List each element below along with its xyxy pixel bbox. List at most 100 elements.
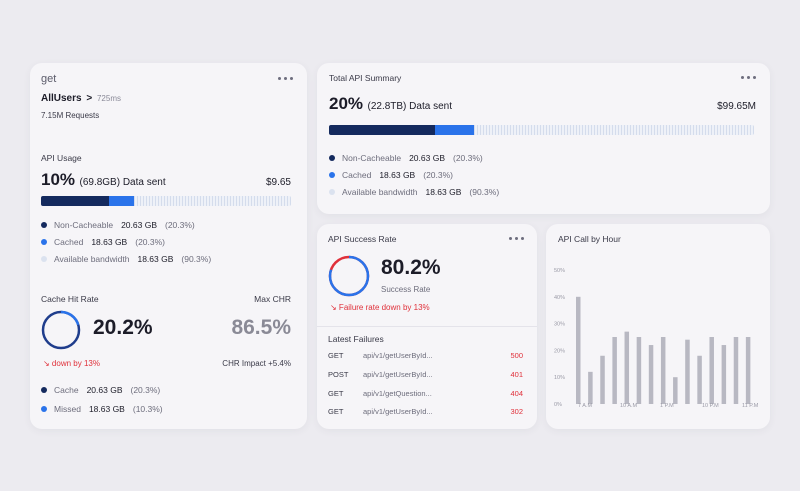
- legend-label: Cached: [342, 170, 372, 180]
- x-tick-label: 10 P.M: [702, 403, 719, 409]
- summary-card: Total API Summary 20% (22.8TB) Data sent…: [317, 63, 770, 214]
- hour-bar[interactable]: [648, 345, 654, 404]
- endpoint-menu-button[interactable]: [278, 77, 293, 80]
- legend-dot: [329, 189, 335, 195]
- chart-title: API Call by Hour: [558, 234, 621, 244]
- success-value: 80.2%: [381, 256, 441, 279]
- failure-code: 302: [510, 407, 523, 416]
- legend-label: Cache: [54, 385, 79, 395]
- hour-bar[interactable]: [733, 337, 739, 404]
- summary-percent: 20%: [329, 94, 364, 113]
- cache-hit-title: Cache Hit Rate: [41, 294, 99, 304]
- legend-percent: (90.3%): [469, 187, 500, 197]
- bar-cached: [108, 196, 134, 206]
- hour-bar[interactable]: [721, 345, 727, 404]
- legend-percent: (20.3%): [130, 385, 161, 395]
- route-link[interactable]: AllUsers > 725ms: [41, 93, 121, 104]
- legend-dot: [41, 387, 47, 393]
- summary-detail: (22.8TB) Data sent: [367, 101, 452, 112]
- failure-method: GET: [328, 407, 344, 416]
- legend-percent: (90.3%): [181, 254, 212, 264]
- bar-cached: [435, 125, 474, 135]
- more-dot-icon: [741, 76, 744, 79]
- y-tick-label: 10%: [554, 375, 565, 381]
- failure-method: GET: [328, 351, 344, 360]
- summary-title: Total API Summary: [329, 73, 402, 83]
- legend-cached: Cached 18.63 GB (20.3%): [41, 237, 165, 247]
- cache-trend: ↘ down by 13%: [43, 359, 100, 368]
- hour-bar[interactable]: [697, 355, 702, 404]
- hour-bar[interactable]: [709, 337, 714, 404]
- route-name: AllUsers: [41, 93, 82, 104]
- usage-bar: [41, 196, 291, 206]
- legend-value: 20.63 GB: [121, 220, 157, 230]
- legend-non-cacheable: Non-Cacheable 20.63 GB (20.3%): [41, 220, 195, 230]
- legend-dot: [329, 155, 335, 161]
- latency: 725ms: [96, 94, 121, 103]
- hourly-chart-card: API Call by Hour 50% 40% 30% 20% 10% 0% 7 A.M 1…: [546, 224, 770, 429]
- hourly-bar-chart: 50% 40% 30% 20% 10% 0% 7 A.M 10 A.M 1 P.M 10 P.M 1…: [554, 268, 759, 409]
- y-tick-label: 20%: [554, 348, 565, 354]
- failure-row[interactable]: GET api/v1/getQuestion... 404: [328, 389, 523, 398]
- more-dot-icon: [509, 237, 512, 240]
- latest-failures-title: Latest Failures: [328, 334, 384, 344]
- failure-code: 404: [510, 389, 523, 398]
- more-dot-icon: [753, 76, 756, 79]
- legend-label: Cached: [54, 237, 84, 247]
- hour-bar[interactable]: [673, 377, 678, 404]
- failure-method: POST: [328, 370, 349, 379]
- cache-hit-value: 20.2%: [93, 316, 153, 339]
- api-usage-title: API Usage: [41, 153, 82, 163]
- legend-value: 18.63 GB: [137, 254, 174, 264]
- legend-dot: [41, 239, 47, 245]
- success-menu-button[interactable]: [509, 237, 524, 240]
- legend-percent: (20.3%): [423, 170, 453, 180]
- hour-bar[interactable]: [576, 296, 581, 404]
- summary-headline: 20% (22.8TB) Data sent: [329, 94, 452, 114]
- failure-path: api/v1/getUserById...: [363, 351, 433, 360]
- method-label: get: [41, 73, 57, 85]
- legend-available: Available bandwidth 18.63 GB (90.3%): [329, 187, 499, 197]
- legend-non-cacheable: Non-Cacheable 20.63 GB (20.3%): [329, 153, 483, 163]
- success-ring: [328, 255, 370, 297]
- summary-menu-button[interactable]: [741, 76, 756, 79]
- y-tick-label: 40%: [554, 295, 565, 301]
- chevron-right-icon: >: [86, 93, 93, 104]
- bar-available: [473, 125, 754, 135]
- legend-value: 18.63 GB: [91, 237, 128, 247]
- x-tick-label: 1 P.M: [660, 403, 674, 409]
- x-tick-label: 11 P.M: [742, 403, 759, 409]
- legend-label: Available bandwidth: [342, 187, 418, 197]
- hour-bar[interactable]: [745, 337, 751, 404]
- hour-bar[interactable]: [660, 337, 666, 404]
- more-dot-icon: [290, 77, 293, 80]
- chr-impact: CHR Impact +5.4%: [222, 359, 291, 368]
- x-tick-label: 10 A.M: [620, 403, 638, 409]
- hour-bar[interactable]: [588, 371, 593, 404]
- failure-path: api/v1/getQuestion...: [363, 389, 432, 398]
- hour-bar[interactable]: [685, 339, 690, 404]
- legend-dot: [41, 406, 47, 412]
- usage-percent: 10%: [41, 170, 76, 189]
- legend-label: Missed: [54, 404, 81, 414]
- legend-cache: Cache 20.63 GB (20.3%): [41, 385, 160, 395]
- bar-non-cacheable: [41, 196, 109, 206]
- ring-progress: [328, 255, 370, 297]
- failure-row[interactable]: GET api/v1/getUserById... 500: [328, 351, 523, 360]
- usage-summary: 10% (69.8GB) Data sent: [41, 170, 166, 190]
- failure-row[interactable]: GET api/v1/getUserById... 302: [328, 407, 523, 416]
- legend-dot: [41, 222, 47, 228]
- failure-row[interactable]: POST api/v1/getUserById... 401: [328, 370, 523, 379]
- legend-percent: (20.3%): [135, 237, 165, 247]
- hour-bar[interactable]: [636, 337, 642, 404]
- hour-bar[interactable]: [612, 337, 617, 404]
- hour-bar[interactable]: [624, 331, 630, 404]
- failure-path: api/v1/getUserById...: [363, 407, 433, 416]
- more-dot-icon: [284, 77, 287, 80]
- legend-missed: Missed 18.63 GB (10.3%): [41, 404, 163, 414]
- summary-bar: [329, 125, 754, 135]
- hour-bar[interactable]: [600, 355, 605, 404]
- legend-percent: (20.3%): [165, 220, 195, 230]
- y-tick-label: 0%: [554, 402, 562, 408]
- legend-value: 18.63 GB: [425, 187, 462, 197]
